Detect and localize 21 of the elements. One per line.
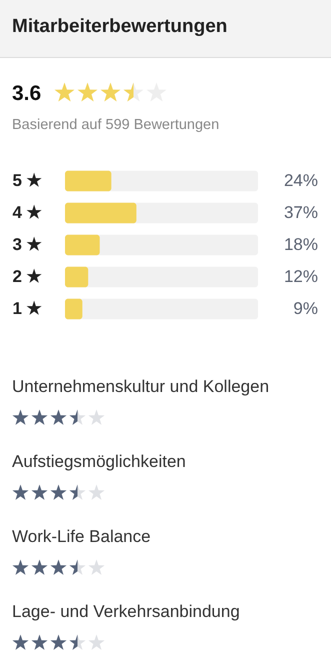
data-label: 9% xyxy=(293,299,318,318)
y-tick-label: 1 ★ xyxy=(12,299,43,318)
bar xyxy=(65,170,112,192)
text: Unternehmenskultur und Kollegen xyxy=(12,377,270,397)
text: Aufstiegsmöglichkeiten xyxy=(12,452,186,472)
data-label: 12% xyxy=(284,267,318,286)
y-tick-label: 4 ★ xyxy=(12,203,43,222)
text: 3.6 xyxy=(12,82,42,106)
text: Lage- und Verkehrsanbindung xyxy=(12,602,240,622)
bar xyxy=(65,298,82,320)
data-label: 18% xyxy=(284,235,318,254)
y-tick-label: 5 ★ xyxy=(12,171,43,190)
bar xyxy=(65,234,100,256)
text: Work-Life Balance xyxy=(12,527,151,547)
y-tick-label: 2 ★ xyxy=(12,267,43,286)
bar xyxy=(65,266,88,288)
y-tick-label: 3 ★ xyxy=(12,235,43,254)
data-label: 37% xyxy=(284,203,318,222)
chart-title: Mitarbeiterbewertungen xyxy=(12,16,228,38)
data-label: 24% xyxy=(284,171,318,190)
text: Basierend auf 599 Bewertungen xyxy=(12,117,220,133)
